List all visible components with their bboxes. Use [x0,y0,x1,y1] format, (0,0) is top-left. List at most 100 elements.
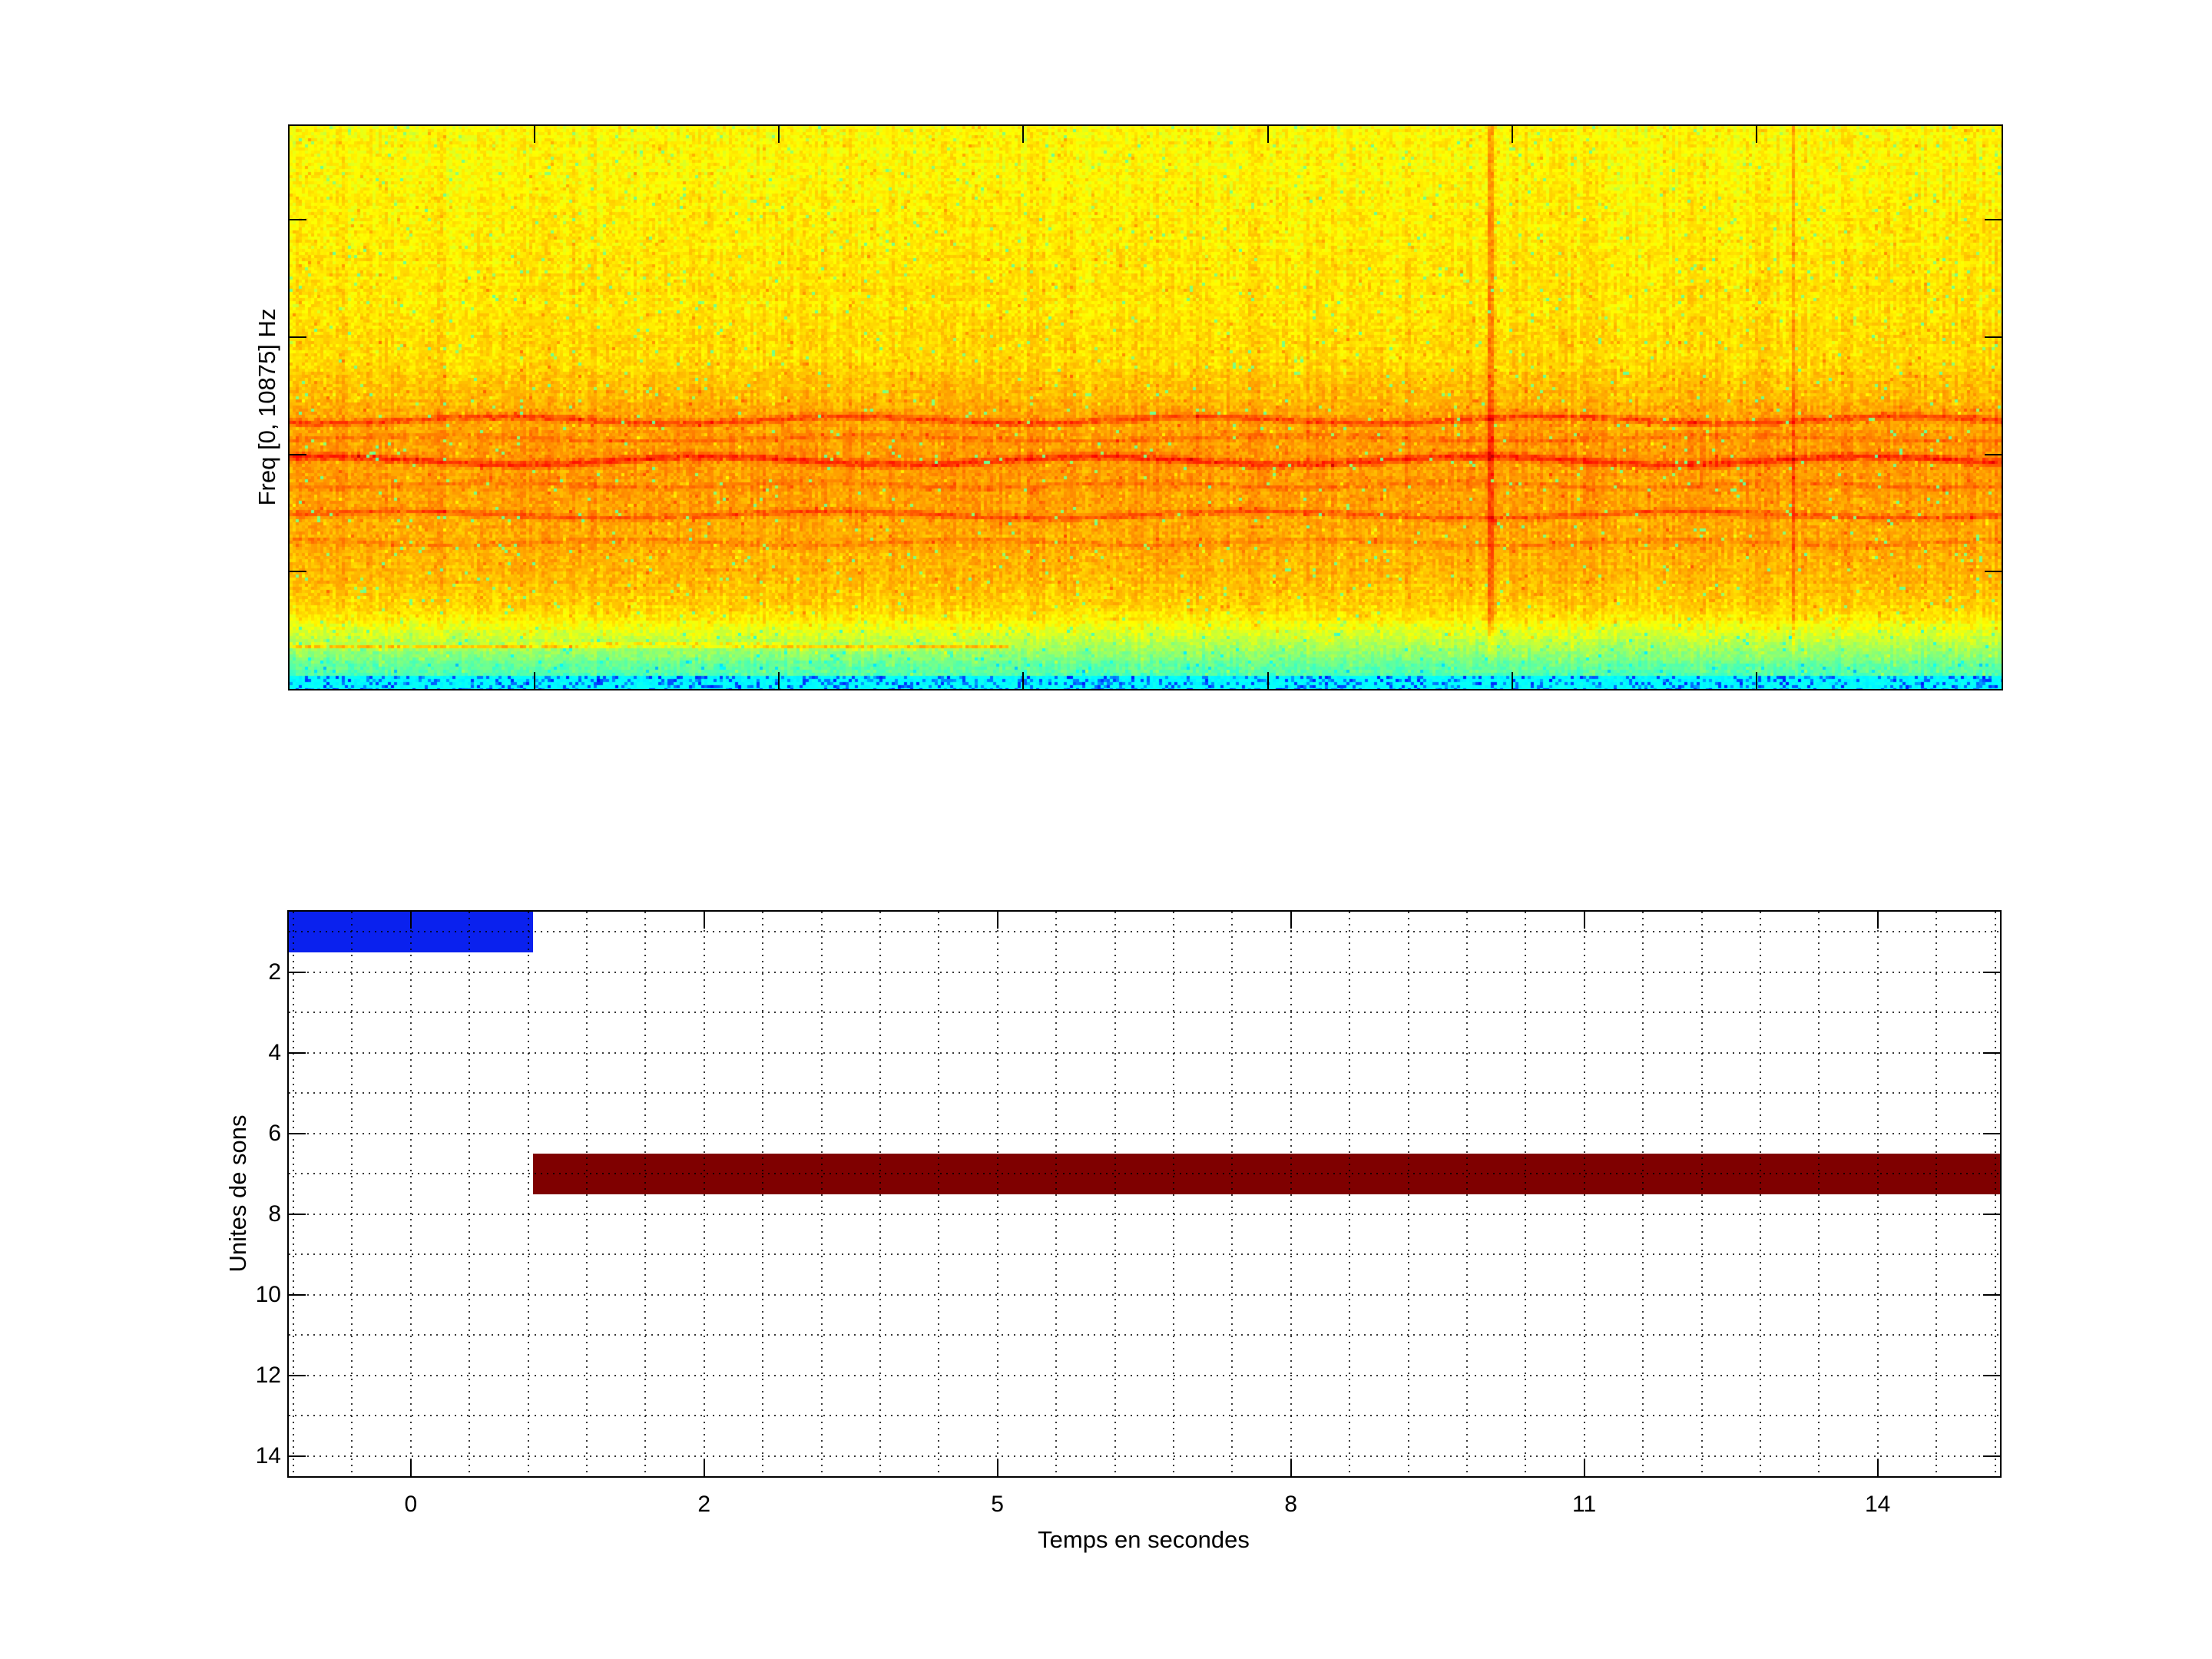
timeline-x-tick [704,912,705,929]
timeline-y-tick [289,1294,306,1296]
x-tick-label: 14 [1865,1492,1891,1517]
spectrogram-x-tick [1267,672,1269,689]
spectrogram-axes [288,124,2003,690]
grid-line-vertical [938,912,939,1476]
timeline-y-tick [289,1052,306,1054]
grid-line-horizontal [289,972,2000,973]
timeline-x-tick [410,1459,412,1476]
spectrogram-x-tick [778,126,780,143]
timeline-grid [289,912,2000,1476]
grid-line-vertical [351,912,353,1476]
timeline-y-tick [1983,1133,2000,1134]
x-tick-label: 11 [1572,1492,1597,1517]
timeline-x-tick [410,912,412,929]
grid-line-horizontal [289,1375,2000,1376]
timeline-y-tick [1983,972,2000,973]
timeline-axes [287,910,2002,1478]
timeline-xlabel: Temps en secondes [1038,1526,1250,1553]
grid-line-vertical [586,912,588,1476]
grid-line-horizontal [289,1092,2000,1094]
grid-line-vertical [1701,912,1703,1476]
grid-line-vertical [644,912,646,1476]
grid-line-vertical [1055,912,1057,1476]
spectrogram-y-tick [290,571,306,572]
y-tick-label: 4 [268,1039,281,1065]
grid-line-vertical [1408,912,1409,1476]
timeline-x-tick [704,1459,705,1476]
grid-line-horizontal [289,1133,2000,1134]
spectrogram-x-tick [778,672,780,689]
x-tick-label: 0 [404,1492,418,1517]
grid-line-vertical [1466,912,1468,1476]
timeline-y-tick [289,1455,306,1457]
grid-line-vertical [1642,912,1644,1476]
y-tick-label: 10 [255,1281,281,1307]
grid-line-vertical [469,912,470,1476]
spectrogram-x-tick [534,126,535,143]
grid-line-vertical [1995,912,1996,1476]
grid-line-horizontal [289,1294,2000,1296]
timeline-x-tick [1877,912,1879,929]
grid-line-horizontal [289,1415,2000,1416]
timeline-x-tick [997,1459,998,1476]
timeline-x-tick [1584,912,1585,929]
timeline-y-tick [1983,1052,2000,1054]
grid-line-vertical [410,912,412,1476]
grid-line-vertical [1877,912,1879,1476]
grid-line-vertical [997,912,998,1476]
grid-line-vertical [879,912,881,1476]
spectrogram-y-tick [290,454,306,455]
spectrogram-x-tick [1512,672,1513,689]
spectrogram-x-tick [1756,672,1757,689]
y-tick-label: 2 [268,959,281,985]
grid-line-vertical [762,912,763,1476]
y-tick-label: 12 [255,1362,281,1388]
spectrogram-x-tick [534,672,535,689]
spectrogram-x-tick [1022,672,1024,689]
grid-line-horizontal [289,1334,2000,1336]
spectrogram-y-tick [290,336,306,338]
timeline-y-tick [289,1133,306,1134]
x-tick-label: 8 [1284,1492,1298,1517]
timeline-x-tick [997,912,998,929]
grid-line-vertical [1584,912,1585,1476]
y-tick-label: 6 [268,1120,281,1146]
grid-line-vertical [704,912,705,1476]
timeline-x-tick [1877,1459,1879,1476]
grid-line-vertical [821,912,823,1476]
grid-line-vertical [1936,912,1937,1476]
spectrogram-x-tick [1022,126,1024,143]
spectrogram-y-tick [1985,219,2002,220]
grid-line-vertical [1173,912,1174,1476]
grid-line-horizontal [289,931,2000,932]
timeline-ylabel: Unites de sons [224,1114,251,1273]
timeline-y-tick [1983,1294,2000,1296]
timeline-y-tick [1983,1214,2000,1215]
grid-line-horizontal [289,1214,2000,1215]
grid-line-vertical [293,912,294,1476]
timeline-y-tick [289,1214,306,1215]
grid-line-vertical [1760,912,1761,1476]
grid-line-horizontal [289,1253,2000,1255]
timeline-ticks [289,912,2000,1476]
spectrogram-x-tick [1512,126,1513,143]
spectrogram-y-tick [290,219,306,220]
spectrogram-x-tick [1267,126,1269,143]
timeline-y-tick [289,1375,306,1376]
grid-line-vertical [1114,912,1116,1476]
spectrogram-ylabel: Freq [0, 10875] Hz [253,308,280,506]
x-tick-label: 5 [991,1492,1004,1517]
grid-line-horizontal [289,1455,2000,1457]
timeline-y-tick [289,972,306,973]
grid-line-vertical [1818,912,1820,1476]
timeline-x-tick [1290,1459,1292,1476]
grid-line-vertical [1525,912,1526,1476]
spectrogram-ticks [290,126,2002,689]
timeline-y-tick [1983,1455,2000,1457]
spectrogram-y-tick [1985,454,2002,455]
x-tick-label: 2 [697,1492,711,1517]
grid-line-vertical [1290,912,1292,1476]
spectrogram-y-tick [1985,571,2002,572]
grid-line-horizontal [289,1012,2000,1013]
